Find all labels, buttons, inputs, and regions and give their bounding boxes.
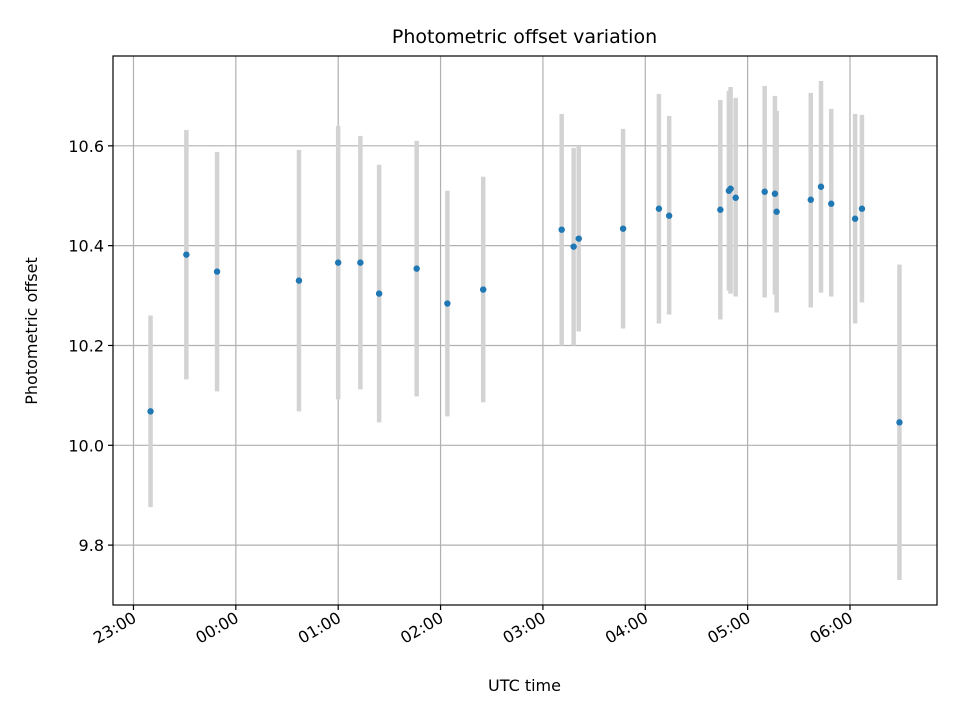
- data-point: [727, 185, 734, 192]
- data-point: [732, 194, 739, 201]
- data-point: [851, 215, 859, 222]
- y-tick-label: 9.8: [79, 536, 104, 555]
- plot-frame: [112, 55, 938, 606]
- data-point: [147, 408, 154, 415]
- data-point: [480, 286, 487, 293]
- data-point: [717, 206, 724, 213]
- y-tick-label: 10.2: [68, 336, 104, 355]
- chart-title: Photometric offset variation: [392, 26, 657, 48]
- grid-lines: [113, 56, 937, 605]
- y-tick-label: 10.6: [68, 137, 104, 156]
- y-axis-ticks: 9.8 10.0 10.2 10.4 10.6: [68, 137, 113, 555]
- data-point: [828, 200, 835, 207]
- data-point: [817, 183, 825, 190]
- data-point: [375, 290, 383, 297]
- data-point: [183, 251, 190, 258]
- data-point: [570, 243, 577, 250]
- y-tick-label: 10.4: [68, 237, 104, 256]
- data-point: [558, 226, 565, 233]
- data-point: [357, 259, 364, 266]
- data-points: [147, 183, 903, 426]
- data-point: [665, 212, 673, 219]
- data-point: [761, 188, 768, 195]
- y-axis-label: Photometric offset: [22, 257, 41, 405]
- data-point: [858, 205, 866, 212]
- data-point: [575, 235, 582, 242]
- y-tick-label: 10.0: [68, 436, 104, 455]
- data-point: [295, 277, 303, 284]
- data-point: [413, 265, 420, 272]
- data-point: [896, 419, 903, 426]
- data-point: [807, 196, 814, 203]
- x-axis-label: UTC time: [488, 676, 561, 695]
- data-point: [213, 268, 221, 275]
- data-point: [334, 259, 342, 266]
- data-point: [655, 205, 663, 212]
- data-point: [619, 225, 627, 232]
- data-point: [773, 208, 780, 215]
- data-point: [444, 300, 451, 307]
- data-point: [771, 190, 779, 197]
